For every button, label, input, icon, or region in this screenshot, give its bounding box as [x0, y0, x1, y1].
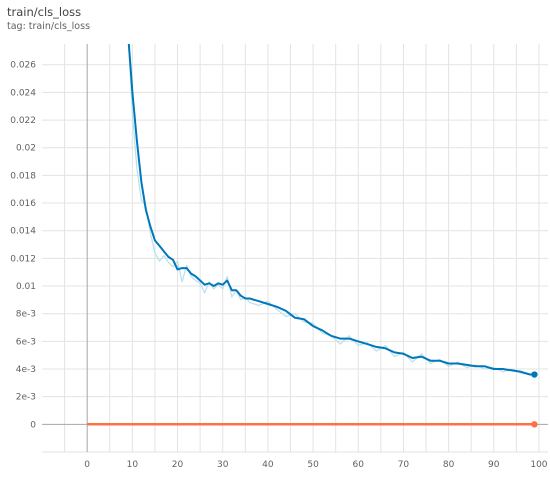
x-tick-label: 10: [127, 460, 139, 470]
y-tick-label: 2e-3: [16, 393, 36, 403]
x-tick-label: 20: [172, 460, 184, 470]
vertical-gridlines: [64, 44, 540, 452]
series-end-marker: [531, 421, 538, 428]
y-tick-label: 0.018: [10, 171, 36, 181]
y-tick-label: 0.022: [10, 116, 36, 126]
y-axis-tick-labels: 0 2e-3 4e-3 6e-3 8e-3 0.01 0.012 0.014 0.016 0.01…: [10, 61, 36, 431]
series-end-marker: [531, 371, 538, 378]
x-tick-label: 100: [530, 460, 547, 470]
chart-tag: tag: train/cls_loss: [7, 21, 91, 32]
y-tick-label: 0.02: [16, 144, 36, 154]
loss-line: [127, 44, 535, 376]
series-raw-line: [127, 44, 535, 376]
x-tick-label: 90: [488, 460, 500, 470]
y-tick-label: 0.012: [10, 254, 36, 264]
chart-title: train/cls_loss: [7, 5, 82, 19]
y-tick-label: 0.024: [10, 88, 36, 98]
x-tick-label: 50: [307, 460, 319, 470]
y-tick-label: 8e-3: [16, 310, 36, 320]
x-tick-label: 60: [353, 460, 365, 470]
x-tick-label: 70: [398, 460, 410, 470]
y-tick-label: 6e-3: [16, 337, 36, 347]
y-tick-label: 0: [30, 420, 36, 430]
y-tick-label: 0.026: [10, 61, 36, 71]
x-axis-tick-labels: 0 10 20 30 40 50 60 70 80 90 100: [84, 460, 548, 470]
x-tick-label: 80: [443, 460, 455, 470]
series-lines: [87, 44, 535, 426]
horizontal-gridlines: [42, 64, 548, 453]
y-tick-label: 4e-3: [16, 365, 36, 375]
x-tick-label: 0: [84, 460, 90, 470]
y-tick-label: 0.01: [16, 282, 36, 292]
axes: [42, 44, 548, 452]
x-tick-label: 30: [217, 460, 229, 470]
y-tick-label: 0.016: [10, 199, 36, 209]
y-tick-label: 0.014: [10, 227, 36, 237]
x-tick-label: 40: [262, 460, 274, 470]
series-end-markers: [531, 371, 538, 428]
